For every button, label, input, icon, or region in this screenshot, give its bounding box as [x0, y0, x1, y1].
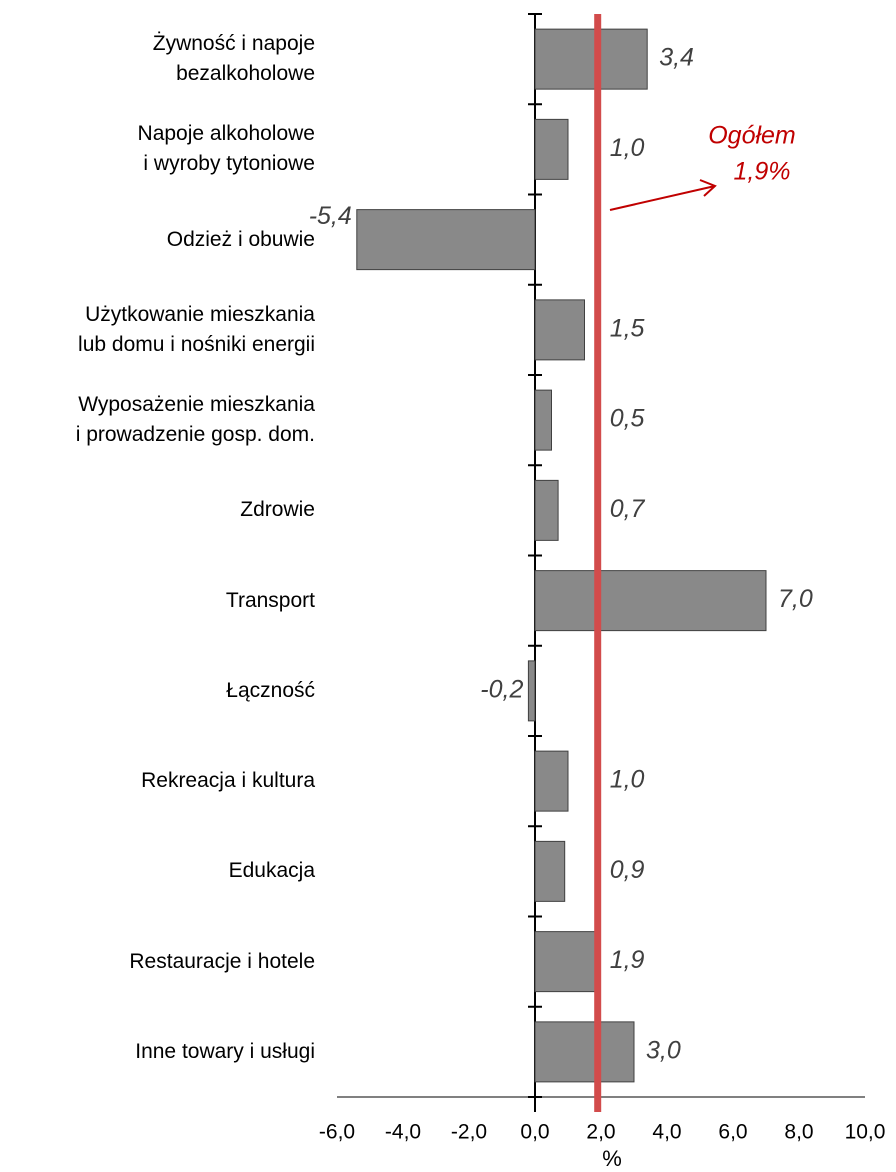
bar	[534, 570, 767, 632]
bar	[534, 118, 569, 180]
value-label: 7,0	[778, 585, 813, 613]
bar	[534, 1021, 635, 1083]
value-label: 1,0	[610, 766, 645, 794]
x-tick-label: 6,0	[718, 1121, 747, 1144]
category-label: Łączność	[226, 678, 315, 702]
x-axis-title: %	[602, 1146, 622, 1171]
bar	[534, 299, 585, 361]
value-label: 0,9	[610, 856, 645, 884]
category-label: Transport	[225, 588, 315, 612]
value-label: 1,9	[610, 946, 645, 974]
bar	[356, 209, 536, 271]
value-label: -5,4	[309, 202, 352, 230]
value-label: 3,0	[646, 1036, 681, 1064]
x-tick-label: -2,0	[451, 1121, 487, 1144]
x-tick-label: 8,0	[784, 1121, 813, 1144]
category-label: Restauracje i hotele	[129, 949, 315, 973]
bar	[534, 931, 599, 993]
category-label: Rekreacja i kultura	[141, 769, 315, 793]
category-label: Zdrowie	[240, 498, 315, 522]
value-label: 1,0	[610, 134, 645, 162]
x-tick-label: 10,0	[845, 1121, 886, 1144]
category-label: Inne towary i usługi	[135, 1039, 315, 1063]
bar	[534, 479, 559, 541]
x-tick-label: 2,0	[586, 1121, 615, 1144]
bar	[534, 28, 648, 90]
annotation-arrow	[609, 185, 716, 211]
category-label: Żywność i napoje bezalkoholowe	[152, 32, 315, 86]
x-tick-label: -4,0	[385, 1121, 421, 1144]
category-label: Edukacja	[228, 859, 315, 883]
category-label: Użytkowanie mieszkania lub domu i nośnik…	[78, 302, 315, 356]
value-label: 0,7	[610, 495, 646, 523]
bar	[534, 389, 552, 451]
bar	[534, 840, 566, 902]
value-label: 1,5	[610, 314, 645, 342]
bar	[527, 660, 536, 722]
x-tick-label: -6,0	[319, 1121, 355, 1144]
x-tick-label: 4,0	[652, 1121, 681, 1144]
x-tick-label: 0,0	[520, 1121, 549, 1144]
category-label: Odzież i obuwie	[166, 227, 315, 251]
annotation-arrowhead	[699, 179, 717, 197]
category-label: Napoje alkoholowe i wyroby tytoniowe	[137, 122, 315, 176]
value-label: 3,4	[659, 44, 694, 72]
category-label: Wyposażenie mieszkania i prowadzenie gos…	[75, 393, 315, 447]
reference-value-label: 1,9%	[734, 158, 791, 186]
bar	[534, 750, 569, 812]
value-label: -0,2	[480, 675, 523, 703]
reference-label: Ogółem	[708, 122, 796, 150]
value-label: 0,5	[610, 405, 645, 433]
